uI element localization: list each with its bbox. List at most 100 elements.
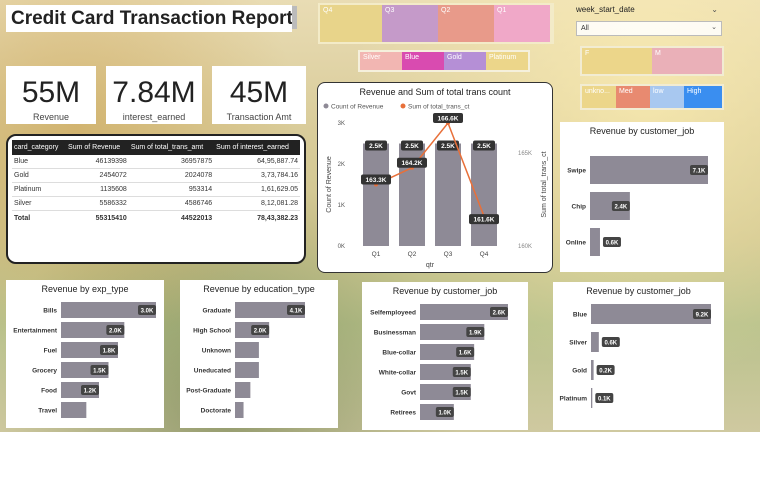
qtr-slicer-q1[interactable]: Q1 bbox=[494, 5, 550, 42]
bar bbox=[235, 402, 244, 418]
category-label: Platinum bbox=[560, 396, 588, 403]
table-header[interactable]: Sum of interest_earned bbox=[214, 140, 300, 155]
bar bbox=[591, 388, 593, 408]
table-cell: 1135608 bbox=[66, 182, 129, 197]
bar bbox=[61, 302, 156, 318]
qtr-slicer-q4[interactable]: Q4 bbox=[320, 5, 382, 42]
bar-data-label: 1.8K bbox=[103, 349, 116, 355]
table-cell: 2454072 bbox=[66, 168, 129, 183]
week-filter-dropdown[interactable]: All ⌄ bbox=[576, 21, 722, 36]
bar-data-label: 0.6K bbox=[604, 341, 617, 347]
bar-label-bg bbox=[365, 140, 387, 151]
line-label-bg bbox=[397, 157, 427, 168]
category-label: Unknown bbox=[202, 348, 231, 355]
legend-marker bbox=[323, 103, 329, 109]
category-slicer-gold[interactable]: Gold bbox=[444, 52, 486, 70]
income-slicer-high[interactable]: High bbox=[684, 86, 722, 108]
y-axis-label: Count of Revenue bbox=[326, 156, 333, 213]
line-data-label: 163.3K bbox=[366, 177, 387, 184]
bar-data-label: 0.6K bbox=[606, 241, 619, 247]
hbar-chart: Swipe 7.1K Chip 2.4K Online 0.6K bbox=[566, 156, 708, 256]
bar-label-bg bbox=[106, 325, 125, 335]
kpi-label: interest_earned bbox=[122, 112, 186, 122]
line-label-bg bbox=[433, 113, 463, 123]
hbar-panel-card-category: Revenue by customer_job Blue 9.2K Silver 0.… bbox=[553, 282, 724, 430]
qtr-slicer-q2[interactable]: Q2 bbox=[438, 5, 494, 42]
chart-title: Revenue by exp_type bbox=[41, 284, 129, 294]
category-label: Online bbox=[566, 240, 587, 247]
bar-label-bg bbox=[602, 237, 621, 247]
legend-marker bbox=[400, 103, 406, 109]
report-title-box: Credit Card Transaction Report bbox=[6, 5, 293, 32]
x-tick-label: Q4 bbox=[480, 251, 489, 258]
category-label: High School bbox=[193, 328, 231, 335]
bar-label-bg bbox=[456, 347, 475, 357]
kpi-value: 55M bbox=[21, 76, 81, 109]
week-filter-value: All bbox=[581, 25, 589, 32]
bar-label-bg bbox=[611, 201, 630, 211]
chart-title: Revenue by customer_job bbox=[392, 286, 498, 296]
bar-label-bg bbox=[490, 307, 508, 317]
table-header[interactable]: Sum of total_trans_amt bbox=[128, 140, 215, 155]
table-cell: 55315410 bbox=[95, 215, 127, 222]
line-data-label: 161.6K bbox=[474, 217, 495, 224]
category-label: Retirees bbox=[390, 410, 416, 417]
income-slicer-unknown[interactable]: unkno... bbox=[582, 86, 616, 108]
category-label: Doctorate bbox=[201, 408, 232, 415]
table-cell: 8,12,081.28 bbox=[214, 196, 300, 211]
bar-data-label: 2.4K bbox=[615, 205, 628, 211]
gender-slicer-f[interactable]: F bbox=[582, 48, 652, 74]
category-slicer-blue[interactable]: Blue bbox=[402, 52, 444, 70]
income-slicer-low[interactable]: low bbox=[650, 86, 684, 108]
chevron-down-icon: ⌄ bbox=[711, 24, 717, 31]
chart-title: Revenue by customer_job bbox=[589, 126, 695, 136]
bar-label-bg bbox=[452, 367, 471, 377]
gender-slicer-m[interactable]: M bbox=[652, 48, 722, 74]
bar-label-bg bbox=[473, 140, 495, 151]
category-label: Fuel bbox=[44, 348, 58, 355]
kpi-value: 7.84M bbox=[112, 76, 196, 109]
table-header[interactable]: card_category bbox=[12, 140, 67, 155]
bar-label-bg bbox=[100, 345, 118, 355]
category-label: Entertainment bbox=[13, 328, 58, 335]
bar-data-label: 2.0K bbox=[254, 329, 267, 335]
bar bbox=[363, 143, 389, 246]
y2-tick-label: 160K bbox=[518, 244, 532, 250]
bar-label-bg bbox=[601, 337, 620, 347]
category-label: Silver bbox=[569, 340, 587, 347]
category-slicer-silver[interactable]: Silver bbox=[360, 52, 402, 70]
table-row: Platinum 1135608 953314 1,61,629.05 bbox=[12, 182, 300, 197]
bar-data-label: 2.6K bbox=[493, 311, 506, 317]
category-slicer-platinum[interactable]: Platinum bbox=[486, 52, 528, 70]
y-tick-label: 3K bbox=[338, 121, 345, 127]
bar-data-label: 1.2K bbox=[84, 389, 97, 395]
category-label: White-collar bbox=[379, 370, 417, 377]
y2-axis-label: Sum of total_trans_ct bbox=[541, 151, 548, 217]
bar bbox=[235, 382, 251, 398]
bar-data-label: 1.0K bbox=[439, 411, 452, 417]
chart-title: Revenue and Sum of total trans count bbox=[359, 87, 511, 97]
bar bbox=[235, 362, 259, 378]
category-label: Post-Graduate bbox=[186, 388, 231, 395]
bar-data-label: 1.9K bbox=[469, 331, 482, 337]
bar-data-label: 2.5K bbox=[369, 143, 383, 150]
bar-data-label: 2.5K bbox=[405, 143, 419, 150]
qtr-slicer-q3[interactable]: Q3 bbox=[382, 5, 438, 42]
kpi-card-interest: 7.84M interest_earned bbox=[106, 66, 202, 124]
bar bbox=[591, 360, 594, 380]
bar-data-label: 0.1K bbox=[598, 397, 611, 403]
category-label: Uneducated bbox=[194, 368, 231, 375]
bar-data-label: 4.1K bbox=[290, 309, 303, 315]
table-header[interactable]: Sum of Revenue bbox=[66, 140, 129, 155]
income-slicer-med[interactable]: Med bbox=[616, 86, 650, 108]
bar bbox=[590, 228, 600, 256]
hbar-panel-card-type: Revenue by customer_job Swipe 7.1K Chip 2.4… bbox=[560, 122, 724, 272]
y-tick-label: 2K bbox=[338, 162, 345, 168]
bar-data-label: 1.5K bbox=[455, 371, 468, 377]
bar bbox=[435, 143, 461, 246]
gender-slicer: F M bbox=[580, 46, 724, 76]
bar-label-bg bbox=[435, 407, 454, 417]
chevron-down-icon[interactable]: ⌄ bbox=[711, 5, 718, 14]
bar-data-label: 3.0K bbox=[141, 309, 154, 315]
bar-label-bg bbox=[693, 309, 711, 319]
